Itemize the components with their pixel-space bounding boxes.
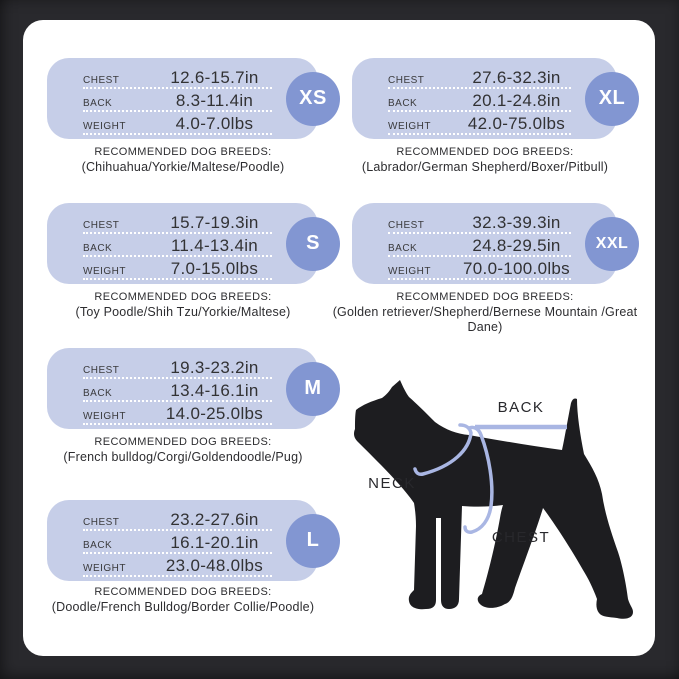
chest-value: 32.3-39.3in xyxy=(472,213,561,232)
recommended-header: RECOMMENDED DOG BREEDS: xyxy=(396,146,574,158)
breeds-list: (Chihuahua/Yorkie/Maltese/Poodle) xyxy=(81,160,285,174)
breeds-xl: RECOMMENDED DOG BREEDS: (Labrador/German… xyxy=(335,146,635,175)
back-row: BACK 20.1-24.8in xyxy=(388,91,571,112)
chest-value: 12.6-15.7in xyxy=(170,68,259,87)
chest-row: CHEST 23.2-27.6in xyxy=(83,510,272,531)
dog-measurement-diagram: BACK NECK CHEST xyxy=(345,368,645,653)
chest-label: CHEST xyxy=(83,220,120,231)
back-row: BACK 16.1-20.1in xyxy=(83,533,272,554)
size-card-m: CHEST 19.3-23.2in BACK 13.4-16.1in WEIGH… xyxy=(47,348,340,429)
diagram-chest-label: CHEST xyxy=(491,529,551,546)
weight-label: WEIGHT xyxy=(388,121,431,132)
chest-row: CHEST 27.6-32.3in xyxy=(388,68,571,89)
back-row: BACK 24.8-29.5in xyxy=(388,236,571,257)
recommended-header: RECOMMENDED DOG BREEDS: xyxy=(94,586,272,598)
back-value: 13.4-16.1in xyxy=(170,381,259,400)
chest-row: CHEST 32.3-39.3in xyxy=(388,213,571,234)
weight-value: 42.0-75.0lbs xyxy=(467,114,566,133)
diagram-back-label: BACK xyxy=(497,399,545,416)
chest-label: CHEST xyxy=(83,365,120,376)
size-card-xs: CHEST 12.6-15.7in BACK 8.3-11.4in WEIGHT… xyxy=(47,58,340,139)
back-value: 16.1-20.1in xyxy=(170,533,259,552)
chest-row: CHEST 15.7-19.3in xyxy=(83,213,272,234)
size-card-l: CHEST 23.2-27.6in BACK 16.1-20.1in WEIGH… xyxy=(47,500,340,581)
back-row: BACK 8.3-11.4in xyxy=(83,91,272,112)
back-value: 11.4-13.4in xyxy=(170,236,259,255)
back-label: BACK xyxy=(83,540,113,551)
weight-value: 14.0-25.0lbs xyxy=(165,404,264,423)
weight-label: WEIGHT xyxy=(388,266,431,277)
recommended-header: RECOMMENDED DOG BREEDS: xyxy=(94,146,272,158)
chest-measure-line xyxy=(463,425,494,534)
back-label: BACK xyxy=(83,243,113,254)
chest-row: CHEST 19.3-23.2in xyxy=(83,358,272,379)
weight-label: WEIGHT xyxy=(83,563,126,574)
chest-row: CHEST 12.6-15.7in xyxy=(83,68,272,89)
breeds-s: RECOMMENDED DOG BREEDS: (Toy Poodle/Shih… xyxy=(33,291,333,320)
back-row: BACK 13.4-16.1in xyxy=(83,381,272,402)
breeds-list: (Labrador/German Shepherd/Boxer/Pitbull) xyxy=(361,160,609,174)
weight-value: 7.0-15.0lbs xyxy=(170,259,259,278)
size-card-s: CHEST 15.7-19.3in BACK 11.4-13.4in WEIGH… xyxy=(47,203,340,284)
breeds-list: (French bulldog/Corgi/Goldendoodle/Pug) xyxy=(63,450,303,464)
weight-row: WEIGHT 23.0-48.0lbs xyxy=(83,556,272,577)
chest-value: 19.3-23.2in xyxy=(170,358,259,377)
white-panel: CHEST 12.6-15.7in BACK 8.3-11.4in WEIGHT… xyxy=(23,20,655,656)
weight-label: WEIGHT xyxy=(83,121,126,132)
chest-value: 27.6-32.3in xyxy=(472,68,561,87)
weight-row: WEIGHT 70.0-100.0lbs xyxy=(388,259,571,280)
weight-value: 70.0-100.0lbs xyxy=(463,259,570,278)
back-label: BACK xyxy=(83,388,113,399)
weight-row: WEIGHT 14.0-25.0lbs xyxy=(83,404,272,425)
recommended-header: RECOMMENDED DOG BREEDS: xyxy=(94,436,272,448)
back-value: 8.3-11.4in xyxy=(175,91,254,110)
size-card-xxl: CHEST 32.3-39.3in BACK 24.8-29.5in WEIGH… xyxy=(352,203,639,284)
back-label: BACK xyxy=(388,243,418,254)
chest-value: 23.2-27.6in xyxy=(170,510,259,529)
back-label: BACK xyxy=(388,98,418,109)
weight-row: WEIGHT 42.0-75.0lbs xyxy=(388,114,571,135)
breeds-xxl: RECOMMENDED DOG BREEDS: (Golden retrieve… xyxy=(332,291,638,335)
dog-silhouette-icon xyxy=(354,380,633,619)
weight-label: WEIGHT xyxy=(83,266,126,277)
chest-label: CHEST xyxy=(388,220,425,231)
size-card-xl: CHEST 27.6-32.3in BACK 20.1-24.8in WEIGH… xyxy=(352,58,639,139)
back-value: 24.8-29.5in xyxy=(472,236,561,255)
breeds-xs: RECOMMENDED DOG BREEDS: (Chihuahua/Yorki… xyxy=(33,146,333,175)
breeds-l: RECOMMENDED DOG BREEDS: (Doodle/French B… xyxy=(33,586,333,615)
chest-label: CHEST xyxy=(388,75,425,86)
back-value: 20.1-24.8in xyxy=(472,91,561,110)
diagram-neck-label: NECK xyxy=(368,475,416,492)
recommended-header: RECOMMENDED DOG BREEDS: xyxy=(94,291,272,303)
weight-row: WEIGHT 7.0-15.0lbs xyxy=(83,259,272,280)
chest-label: CHEST xyxy=(83,75,120,86)
weight-value: 4.0-7.0lbs xyxy=(175,114,254,133)
weight-label: WEIGHT xyxy=(83,411,126,422)
size-badge-m: M xyxy=(286,361,340,416)
breeds-list: (Golden retriever/Shepherd/Bernese Mount… xyxy=(332,305,638,334)
weight-row: WEIGHT 4.0-7.0lbs xyxy=(83,114,272,135)
chest-value: 15.7-19.3in xyxy=(170,213,259,232)
size-badge-l: L xyxy=(286,513,340,568)
size-badge-xl: XL xyxy=(585,71,639,126)
back-row: BACK 11.4-13.4in xyxy=(83,236,272,257)
recommended-header: RECOMMENDED DOG BREEDS: xyxy=(396,291,574,303)
size-badge-s: S xyxy=(286,216,340,271)
back-label: BACK xyxy=(83,98,113,109)
breeds-list: (Toy Poodle/Shih Tzu/Yorkie/Maltese) xyxy=(75,305,291,319)
size-badge-xs: XS xyxy=(286,71,340,126)
size-badge-xxl: XXL xyxy=(585,216,639,271)
breeds-m: RECOMMENDED DOG BREEDS: (French bulldog/… xyxy=(33,436,333,465)
weight-value: 23.0-48.0lbs xyxy=(165,556,264,575)
breeds-list: (Doodle/French Bulldog/Border Collie/Poo… xyxy=(51,600,315,614)
chest-label: CHEST xyxy=(83,517,120,528)
